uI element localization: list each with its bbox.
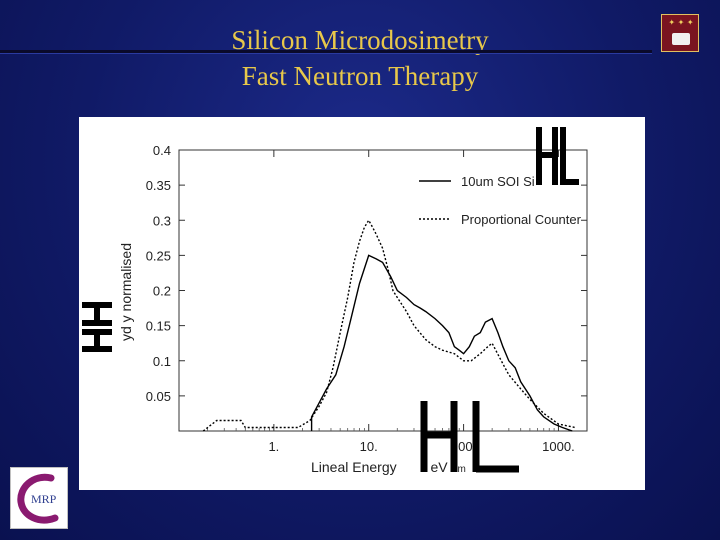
mrp-logo: MRP bbox=[10, 467, 68, 529]
series-line-proportional-counter bbox=[202, 218, 576, 432]
x-axis-label-unit: eV bbox=[431, 459, 449, 475]
placeholder-glyph-top-right bbox=[536, 127, 579, 185]
x-axis-label-unit-sub: m bbox=[458, 464, 466, 475]
y-tick-label: 0.3 bbox=[153, 213, 171, 228]
placeholder-glyph-bottom bbox=[420, 401, 519, 473]
x-tick-label: 1000. bbox=[542, 439, 575, 454]
y-tick-label: 0.4 bbox=[153, 143, 171, 158]
lineal-energy-chart: 0.050.10.150.20.250.30.350.4 1. 10. 100. 10… bbox=[82, 127, 588, 475]
y-tick-label: 0.1 bbox=[153, 354, 171, 369]
title-underline bbox=[0, 50, 652, 54]
legend-label-proportional-counter: Proportional Counter bbox=[461, 212, 582, 227]
series-line-soi-si bbox=[310, 254, 573, 432]
placeholder-glyph-left bbox=[82, 302, 112, 352]
legend-label-soi-si: 10um SOI Si bbox=[461, 174, 535, 189]
y-tick-label: 0.25 bbox=[146, 248, 171, 263]
x-tick-label: 10. bbox=[360, 439, 378, 454]
chart-panel: 0.05 0.1 0.15 0.2 0.25 0.3 0.35 0.4 1. 10. 100. 10… bbox=[79, 117, 645, 490]
x-axis-label-main: Lineal Energy bbox=[311, 459, 397, 475]
y-tick-label: 0.05 bbox=[146, 389, 171, 404]
y-tick-label: 0.15 bbox=[146, 319, 171, 334]
y-tick-label: 0.35 bbox=[146, 178, 171, 193]
mrp-logo-icon: MRP bbox=[17, 473, 59, 524]
slide-title: Silicon Microdosimetry bbox=[231, 25, 489, 55]
x-axis-label: Lineal Energy eV m bbox=[311, 459, 466, 475]
mrp-logo-letters: MRP bbox=[31, 492, 57, 506]
y-axis-label: yd y normalised bbox=[118, 243, 134, 341]
slide-subtitle: Fast Neutron Therapy bbox=[241, 61, 479, 91]
x-tick-label: 1. bbox=[268, 439, 279, 454]
y-tick-label: 0.2 bbox=[153, 284, 171, 299]
university-crest-icon: ✦ ✦ ✦ bbox=[661, 14, 699, 52]
